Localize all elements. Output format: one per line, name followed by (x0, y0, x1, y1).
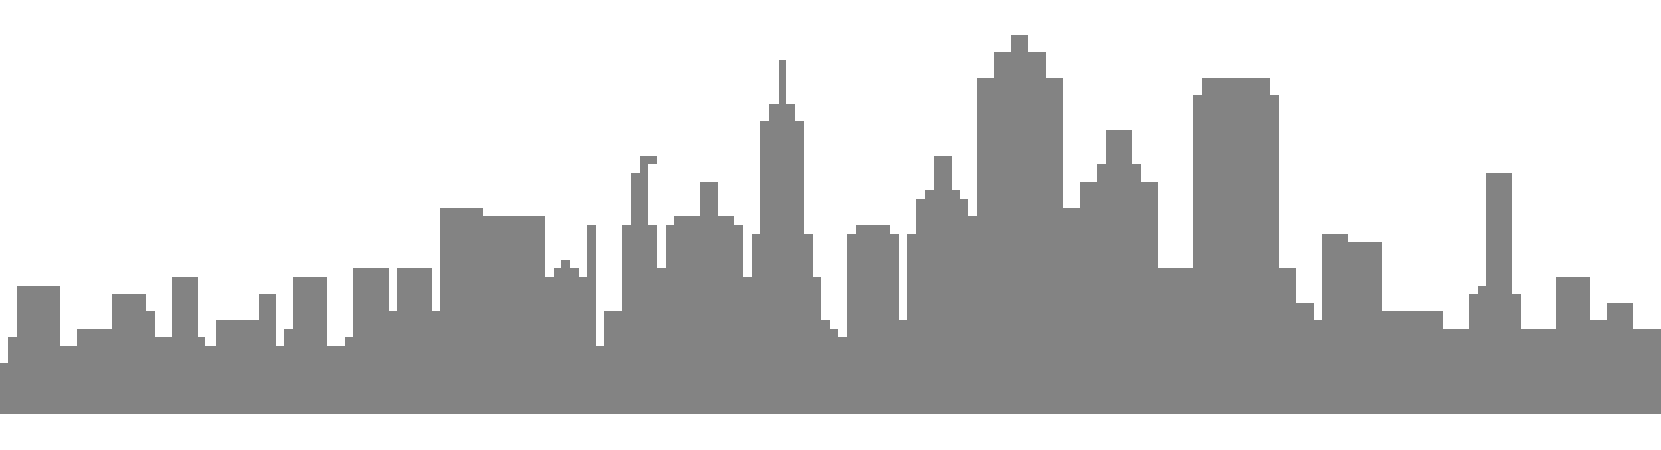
city-skyline-silhouette (0, 35, 1661, 414)
